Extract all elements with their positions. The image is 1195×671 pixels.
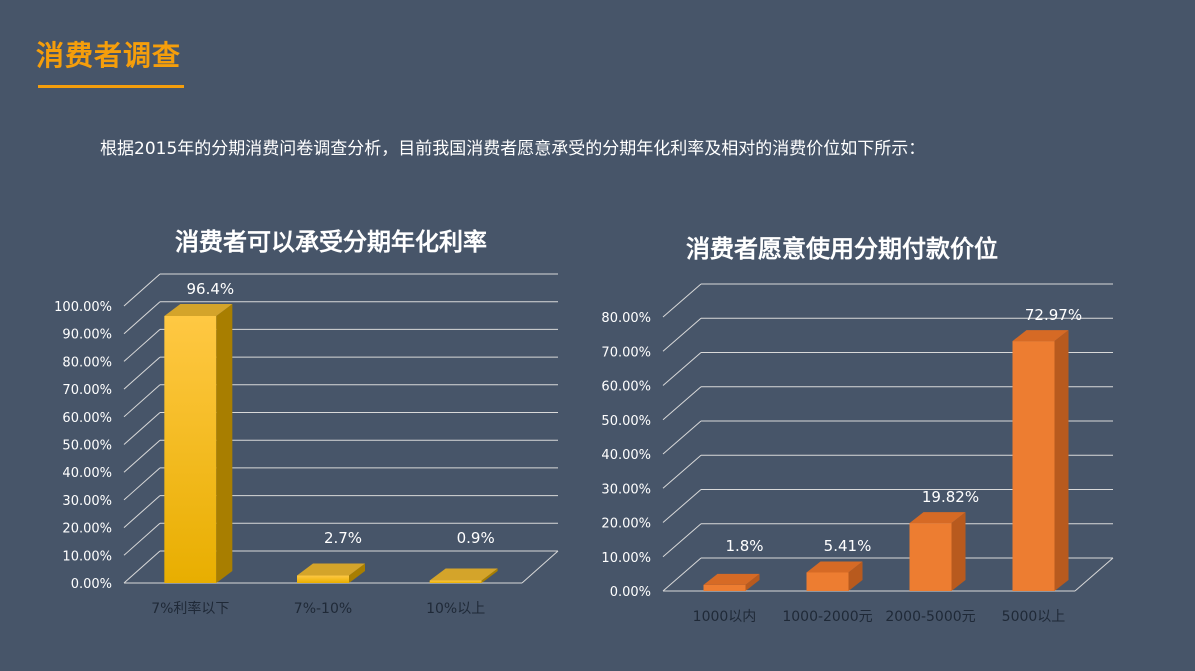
chart-1-bar-top	[297, 563, 365, 576]
chart-2-y-tick-label: 70.00%	[601, 345, 651, 360]
chart-1-floor-edge-side	[521, 550, 559, 584]
chart-2-gridline-side	[662, 317, 702, 352]
chart-1-y-tick-label: 10.00%	[62, 549, 112, 564]
chart-2-bar-side	[745, 573, 760, 591]
chart-1-y-tick-label: 40.00%	[62, 466, 112, 481]
chart-2-y-tick-label: 30.00%	[601, 482, 651, 497]
chart-2-y-tick-label: 80.00%	[601, 311, 651, 326]
chart-1-gridline-side	[123, 301, 161, 335]
chart-2-y-tick-label: 10.00%	[601, 551, 651, 566]
chart-1-gridline-side	[123, 273, 161, 307]
chart-2-y-tick-label: 40.00%	[601, 448, 651, 463]
chart-1-gridline-side	[123, 522, 161, 556]
chart-1-bar-side	[216, 303, 233, 583]
chart-1-y-tick-label: 100.00%	[54, 300, 112, 315]
chart-2-data-label: 5.41%	[824, 537, 872, 555]
chart-2-gridline-side	[662, 523, 702, 558]
chart-1-y-tick-label: 70.00%	[62, 383, 112, 398]
chart-2-data-label: 19.82%	[922, 488, 979, 506]
chart-1-bar	[164, 315, 217, 583]
chart-2-data-label: 1.8%	[725, 537, 763, 555]
chart-2-bar-side	[848, 561, 863, 591]
chart-2-bar	[806, 572, 849, 591]
chart-1-bar-top	[429, 568, 498, 581]
chart-1-gridline-side	[123, 495, 161, 528]
chart-1-y-tick-label: 30.00%	[62, 494, 112, 509]
chart-1-data-label: 2.7%	[324, 529, 362, 547]
chart-1-gridline-side	[123, 384, 161, 418]
chart-2-category-label: 1000以内	[693, 609, 757, 625]
chart-2-gridline-side	[662, 386, 702, 421]
chart-1-y-tick-label: 50.00%	[62, 439, 112, 454]
chart-1-bar	[429, 580, 482, 583]
chart-1-gridline-side	[123, 329, 161, 362]
chart-1-gridline-side	[123, 412, 161, 445]
chart-2-bar-top	[909, 512, 966, 524]
chart-1-data-label: 96.4%	[187, 280, 235, 298]
chart-1-gridline-side	[123, 439, 161, 473]
chart-2-bar	[703, 584, 746, 591]
chart-2-y-tick-label: 50.00%	[601, 414, 651, 429]
chart-1-bar-side	[349, 563, 365, 583]
chart-1-y-tick-label: 80.00%	[62, 355, 112, 370]
chart-2-category-label: 2000-5000元	[885, 609, 975, 625]
chart-1-y-tick-label: 60.00%	[62, 411, 112, 426]
chart-1-y-tick-label: 20.00%	[62, 522, 112, 537]
chart-2-gridline-side	[662, 420, 702, 455]
chart-1-bar-top	[164, 303, 233, 316]
chart-2-category-label: 1000-2000元	[782, 609, 872, 625]
chart-2-data-label: 72.97%	[1025, 306, 1082, 324]
chart-1-bar-side	[481, 568, 498, 583]
chart-2-gridline-side	[662, 352, 702, 386]
chart-2-category-label: 5000以上	[1002, 609, 1066, 625]
chart-1-category-label: 10%以上	[426, 601, 485, 617]
chart-2-bar-top	[703, 573, 760, 585]
chart-1-gridline-side	[123, 467, 161, 501]
chart-1-gridline-side	[123, 550, 161, 584]
chart-2-bar-top	[806, 561, 863, 573]
chart-1-y-tick-label: 0.00%	[71, 577, 112, 592]
chart-2-bar-side	[951, 512, 966, 591]
chart-1-gridline-side	[123, 356, 161, 390]
chart-1-title: 消费者可以承受分期年化利率	[175, 227, 487, 256]
chart-2-gridline-side	[662, 557, 702, 592]
chart-2-bar-side	[1054, 330, 1069, 591]
chart-2-gridline-side	[662, 489, 702, 523]
chart-2-y-tick-label: 60.00%	[601, 380, 651, 395]
chart-2-bar	[1012, 341, 1055, 591]
chart-1-data-label: 0.9%	[457, 529, 495, 547]
chart-2-gridline-side	[662, 454, 702, 489]
chart-1-category-label: 7%利率以下	[151, 600, 229, 617]
chart-2-gridline-side	[662, 283, 702, 318]
page-title: 消费者调查	[36, 39, 182, 72]
chart-2-title: 消费者愿意使用分期付款价位	[686, 234, 998, 263]
chart-2-floor-edge-side	[1074, 557, 1114, 592]
title-underline	[38, 85, 184, 88]
chart-1-bar	[297, 575, 349, 583]
chart-2-y-tick-label: 20.00%	[601, 517, 651, 532]
intro-text: 根据2015年的分期消费问卷调查分析，目前我国消费者愿意承受的分期年化利率及相对…	[100, 139, 926, 159]
chart-1-y-tick-label: 90.00%	[62, 328, 112, 343]
chart-2-y-tick-label: 0.00%	[610, 585, 651, 600]
chart-2-bar-top	[1012, 330, 1069, 342]
chart-1-category-label: 7%-10%	[294, 601, 352, 617]
chart-2-bar	[909, 523, 952, 591]
